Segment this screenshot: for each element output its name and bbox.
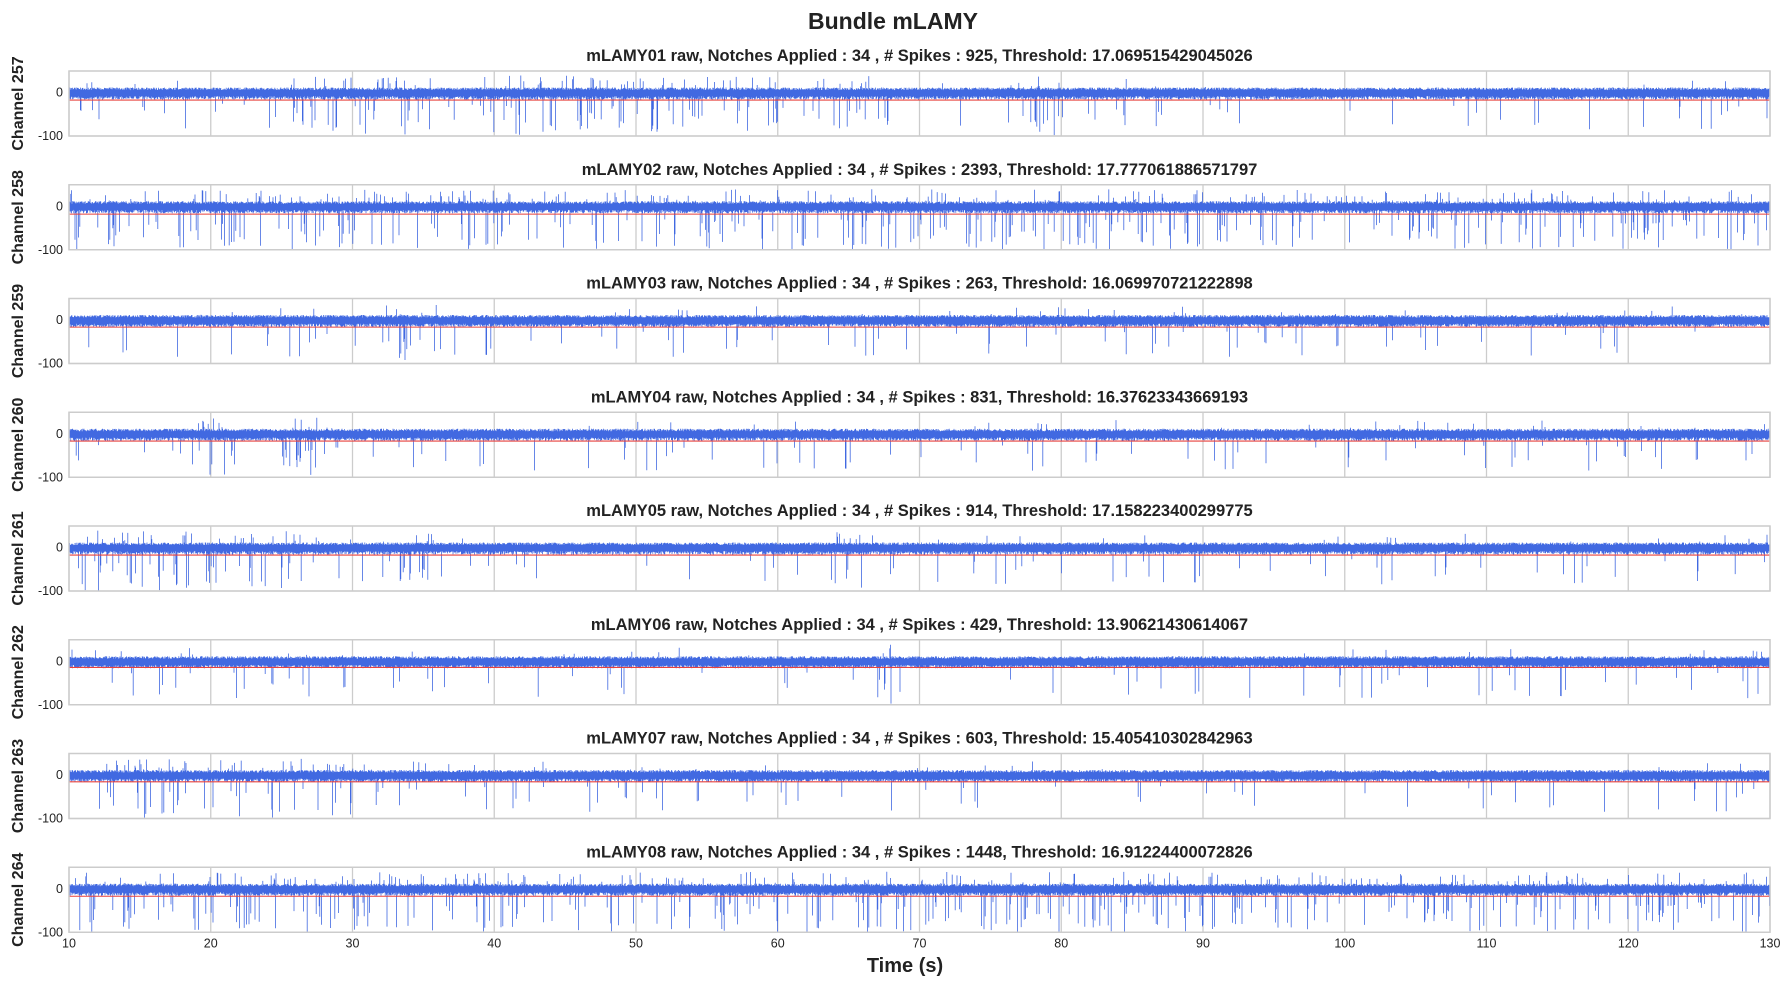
y-axis-label: Channel 259 bbox=[10, 284, 27, 378]
subplot-3: mLAMY03 raw, Notches Applied : 34 , # Sp… bbox=[10, 275, 1771, 378]
y-tick-label: 0 bbox=[56, 541, 63, 555]
subplot-title: mLAMY04 raw, Notches Applied : 34 , # Sp… bbox=[591, 388, 1248, 406]
x-tick-label: 120 bbox=[1618, 936, 1639, 950]
y-tick-label: 0 bbox=[56, 768, 63, 782]
y-axis-label: Channel 264 bbox=[10, 853, 27, 947]
x-tick-label: 90 bbox=[1196, 936, 1210, 950]
y-axis-label: Channel 258 bbox=[10, 170, 27, 264]
y-axis-label: Channel 260 bbox=[10, 398, 27, 492]
x-tick-label: 110 bbox=[1477, 936, 1497, 950]
subplot-title: mLAMY06 raw, Notches Applied : 34 , # Sp… bbox=[591, 616, 1248, 634]
x-tick-label: 40 bbox=[487, 936, 501, 950]
axes-frame bbox=[68, 411, 1771, 478]
x-tick-label: 30 bbox=[346, 936, 360, 950]
x-tick-label: 80 bbox=[1054, 936, 1068, 950]
x-tick-label: 70 bbox=[913, 936, 927, 950]
y-tick-label: 0 bbox=[56, 654, 63, 668]
y-axis-label: Channel 261 bbox=[10, 511, 27, 605]
subplot-6: mLAMY06 raw, Notches Applied : 34 , # Sp… bbox=[10, 616, 1771, 719]
subplot-2: mLAMY02 raw, Notches Applied : 34 , # Sp… bbox=[10, 161, 1771, 264]
x-tick-label: 10 bbox=[62, 936, 76, 950]
x-tick-label: 100 bbox=[1334, 936, 1355, 950]
y-tick-label: 0 bbox=[56, 86, 63, 100]
y-axis-label: Channel 262 bbox=[10, 625, 27, 719]
subplot-title: mLAMY03 raw, Notches Applied : 34 , # Sp… bbox=[586, 275, 1252, 293]
subplot-7: mLAMY07 raw, Notches Applied : 34 , # Sp… bbox=[10, 730, 1771, 833]
y-tick-label: 0 bbox=[56, 882, 63, 896]
subplot-4: mLAMY04 raw, Notches Applied : 34 , # Sp… bbox=[10, 388, 1771, 492]
subplot-title: mLAMY05 raw, Notches Applied : 34 , # Sp… bbox=[586, 502, 1252, 520]
y-tick-label: -100 bbox=[38, 129, 63, 143]
y-tick-label: -100 bbox=[38, 812, 63, 826]
x-tick-label: 50 bbox=[629, 936, 643, 950]
subplot-8: mLAMY08 raw, Notches Applied : 34 , # Sp… bbox=[10, 843, 1780, 950]
subplot-1: mLAMY01 raw, Notches Applied : 34 , # Sp… bbox=[10, 47, 1771, 151]
x-axis-label: Time (s) bbox=[867, 955, 943, 977]
subplot-title: mLAMY02 raw, Notches Applied : 34 , # Sp… bbox=[582, 161, 1258, 179]
subplot-5: mLAMY05 raw, Notches Applied : 34 , # Sp… bbox=[10, 502, 1771, 606]
axes-frame bbox=[68, 525, 1771, 592]
axes-frame bbox=[68, 752, 1771, 820]
subplot-title: mLAMY07 raw, Notches Applied : 34 , # Sp… bbox=[586, 730, 1252, 748]
subplot-stack: mLAMY01 raw, Notches Applied : 34 , # Sp… bbox=[10, 47, 1780, 950]
y-tick-label: 0 bbox=[56, 427, 63, 441]
axes-frame bbox=[68, 70, 1771, 137]
y-tick-label: -100 bbox=[38, 698, 63, 712]
axes-frame bbox=[68, 297, 1771, 365]
y-tick-label: 0 bbox=[56, 313, 63, 327]
subplot-title: mLAMY01 raw, Notches Applied : 34 , # Sp… bbox=[586, 47, 1252, 65]
figure-title: Bundle mLAMY bbox=[808, 8, 978, 34]
y-tick-label: -100 bbox=[38, 470, 63, 484]
y-axis-label: Channel 257 bbox=[10, 56, 27, 150]
y-tick-label: -100 bbox=[38, 925, 63, 939]
y-tick-label: -100 bbox=[38, 584, 63, 598]
axes-frame bbox=[68, 866, 1771, 933]
y-tick-label: -100 bbox=[38, 243, 63, 257]
x-tick-label: 20 bbox=[204, 936, 218, 950]
y-tick-label: -100 bbox=[38, 357, 63, 371]
x-tick-label: 130 bbox=[1760, 936, 1781, 950]
x-tick-label: 60 bbox=[771, 936, 785, 950]
subplot-title: mLAMY08 raw, Notches Applied : 34 , # Sp… bbox=[586, 843, 1252, 861]
y-axis-label: Channel 263 bbox=[10, 739, 27, 833]
axes-frame bbox=[68, 184, 1771, 251]
y-tick-label: 0 bbox=[56, 199, 63, 213]
axes-frame bbox=[68, 639, 1771, 706]
